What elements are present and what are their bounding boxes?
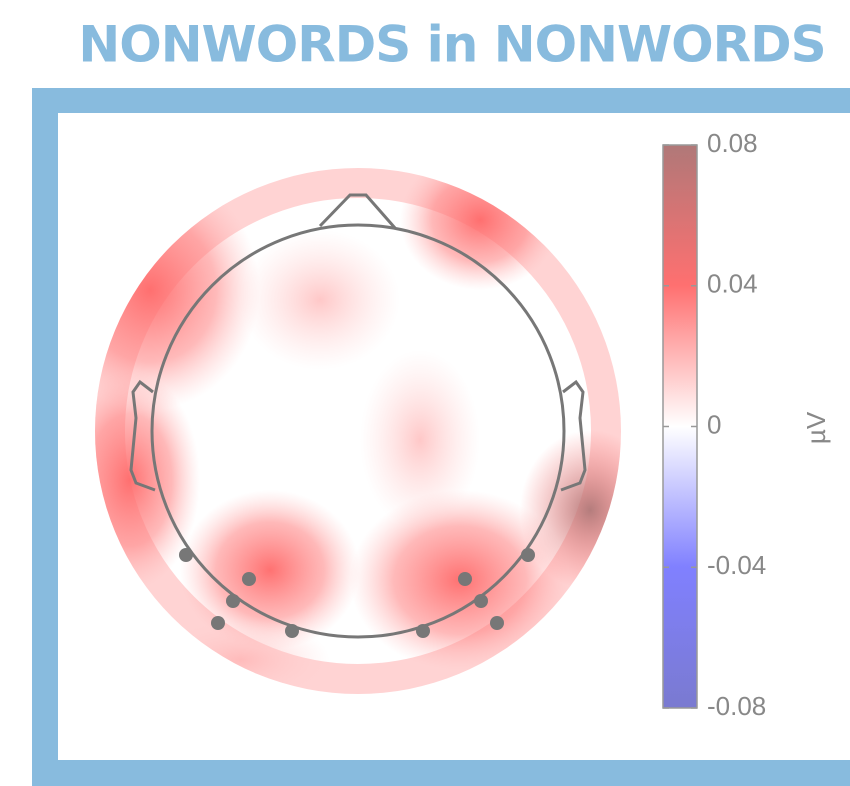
heatmap [95,168,621,694]
tick-label: -0.08 [707,691,766,721]
colorbar-label: µV [801,411,831,444]
tick-label: 0.08 [707,128,758,158]
tick-label: 0.04 [707,269,758,299]
head-outline [150,223,566,639]
chart-title: NONWORDS in NONWORDS [78,16,825,74]
tick-label: -0.04 [707,550,766,580]
electrodes [179,548,535,638]
right-ear [560,379,587,492]
left-ear [129,379,156,492]
tick-label: 0 [707,409,721,439]
nose [318,193,397,229]
